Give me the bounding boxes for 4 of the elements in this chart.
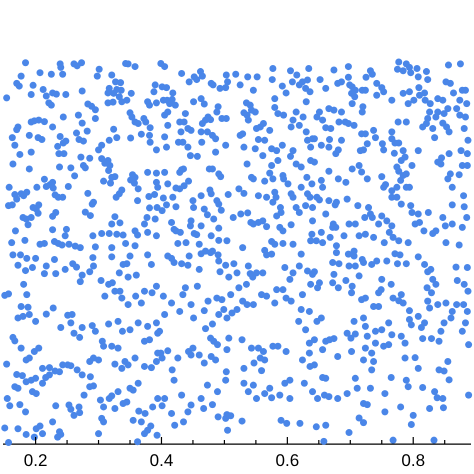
x-tick-label: 0.2 — [24, 450, 48, 470]
x-tick-label: 0.6 — [276, 450, 300, 470]
x-tick-label: 0.4 — [150, 450, 174, 470]
x-tick-label: 0.8 — [401, 450, 426, 470]
